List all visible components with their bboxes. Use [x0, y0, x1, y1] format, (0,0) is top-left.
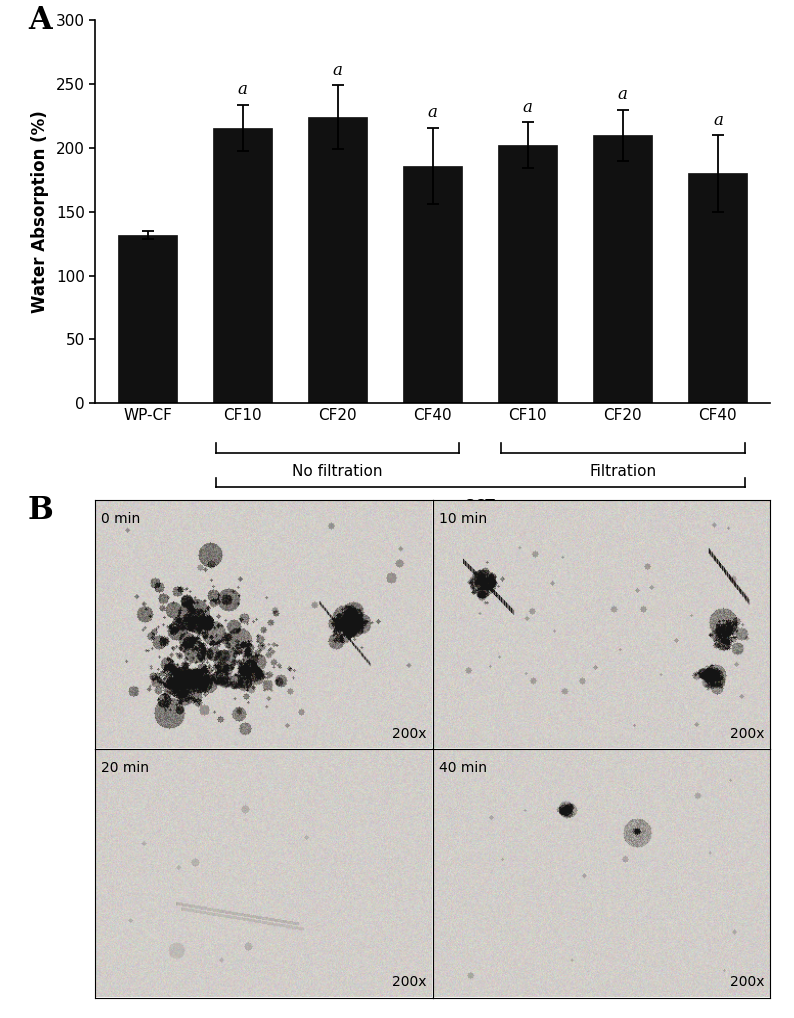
Text: a: a — [522, 99, 533, 116]
Bar — [213, 127, 272, 403]
Bar — [593, 135, 653, 403]
Text: No filtration: No filtration — [292, 464, 383, 479]
Text: 200x: 200x — [730, 975, 764, 989]
Text: a: a — [713, 112, 723, 129]
Text: A: A — [28, 5, 52, 36]
Text: SCT: SCT — [465, 499, 495, 514]
Text: 200x: 200x — [392, 727, 426, 740]
Text: 40 min: 40 min — [439, 761, 487, 776]
Text: 200x: 200x — [392, 975, 426, 989]
Text: 10 min: 10 min — [439, 512, 487, 526]
Text: Filtration: Filtration — [589, 464, 657, 479]
Text: a: a — [428, 104, 437, 121]
Bar — [688, 173, 747, 403]
Text: a: a — [237, 81, 248, 98]
Text: a: a — [333, 62, 343, 79]
Bar — [499, 146, 557, 403]
Text: 0 min: 0 min — [102, 512, 141, 526]
Bar — [403, 166, 462, 403]
Text: 20 min: 20 min — [102, 761, 149, 776]
Text: a: a — [618, 87, 628, 103]
Bar — [118, 235, 177, 403]
Y-axis label: Water Absorption (%): Water Absorption (%) — [31, 110, 49, 314]
Bar — [308, 117, 367, 403]
Text: 200x: 200x — [730, 727, 764, 740]
Text: B: B — [28, 495, 53, 526]
